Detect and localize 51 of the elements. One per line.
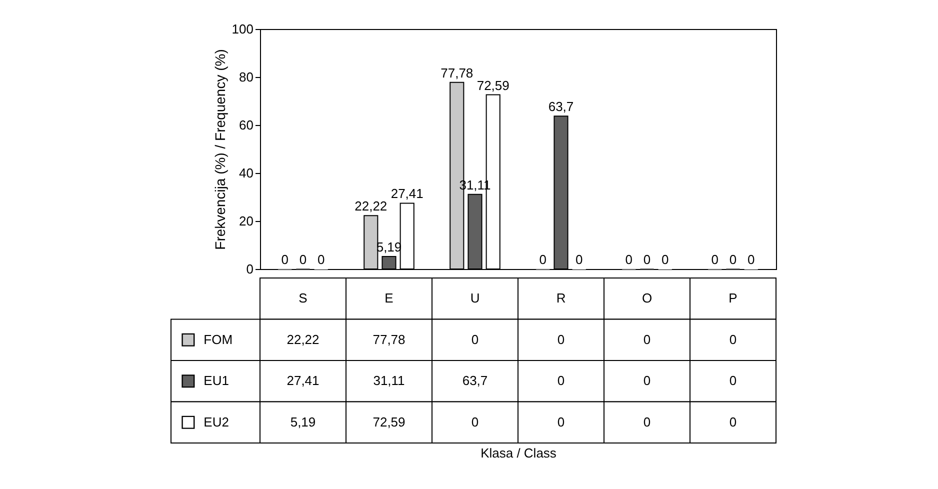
data-label: 0 — [281, 252, 289, 267]
text: 31,11 — [373, 373, 405, 388]
x-tick-label: E — [384, 290, 394, 306]
y-tick-label: 80 — [239, 70, 254, 84]
y-tick-label: 40 — [239, 166, 254, 180]
data-label: 0 — [625, 252, 633, 267]
data-label: 22,22 — [354, 198, 388, 214]
data-label: 0 — [661, 252, 669, 267]
y-tick-label: 60 — [239, 118, 254, 132]
legend-label: EU2 — [204, 414, 229, 430]
text: 0 — [557, 373, 565, 388]
y-axis-title: Frekvencija (%) / Frequency (%) — [212, 49, 228, 250]
text: 0 — [471, 332, 479, 347]
x-tick-label: O — [642, 290, 652, 306]
data-label: 0 — [729, 252, 737, 267]
y-tick-label: 20 — [239, 214, 254, 228]
data-label: 27,41 — [390, 186, 424, 202]
data-label: 0 — [747, 252, 755, 267]
text: 22,22 — [286, 332, 320, 347]
text: 0 — [557, 332, 565, 347]
text: 77,78 — [372, 332, 406, 347]
x-tick-label: R — [556, 290, 566, 306]
x-tick-label: S — [298, 290, 308, 306]
data-label: 0 — [643, 252, 651, 267]
text: 0 — [729, 414, 737, 430]
data-label: 72,59 — [476, 78, 510, 93]
data-label: 63,7 — [548, 99, 574, 114]
legend-label: EU1 — [204, 373, 229, 388]
text: 63,7 — [462, 373, 488, 388]
legend-label: FOM — [204, 332, 233, 347]
text: 0 — [729, 332, 737, 347]
y-tick-label: 100 — [232, 22, 254, 36]
text: 27,41 — [286, 373, 320, 388]
text: 0 — [643, 373, 651, 388]
text: 72,59 — [372, 414, 406, 430]
data-label: 0 — [575, 252, 583, 267]
x-tick-label: U — [470, 290, 480, 306]
x-tick-label: P — [728, 290, 738, 306]
text: Klasa / Class — [480, 446, 557, 460]
text: 0 — [729, 373, 737, 388]
text: 0 — [643, 332, 651, 347]
data-label: 0 — [299, 252, 307, 267]
data-label: 0 — [711, 252, 719, 267]
y-tick-label: 0 — [246, 262, 254, 276]
text: 0 — [643, 414, 651, 430]
data-label: 77,78 — [440, 65, 474, 80]
text: 0 — [471, 414, 479, 430]
text: 5,19 — [290, 414, 316, 430]
data-label: 0 — [539, 252, 547, 267]
text: 0 — [557, 414, 565, 430]
data-label: 0 — [317, 252, 325, 267]
